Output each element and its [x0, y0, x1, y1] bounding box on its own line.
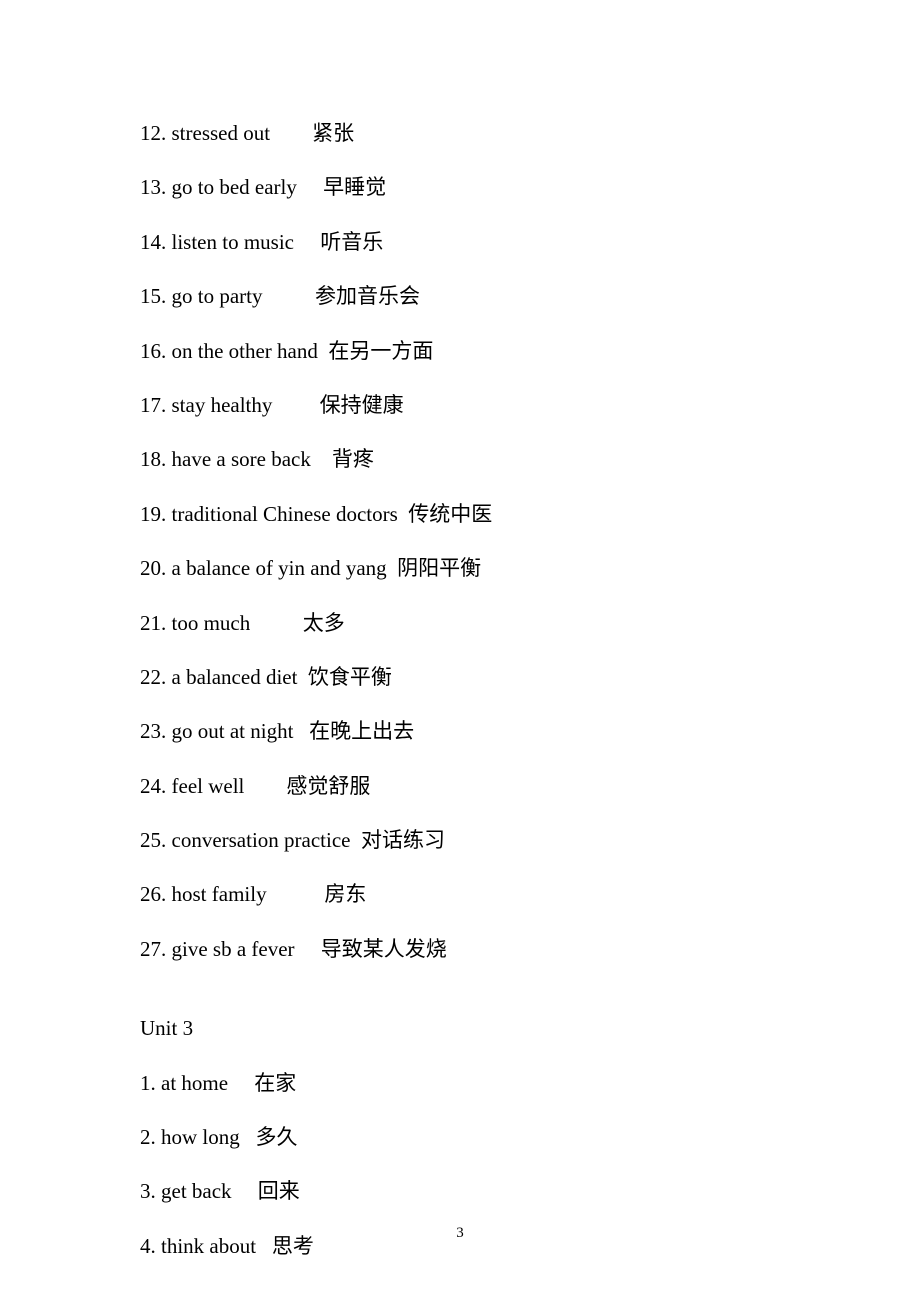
vocab-entry: 14. listen to music 听音乐 — [140, 228, 780, 257]
page-number: 3 — [0, 1225, 920, 1242]
vocab-entry: 21. too much 太多 — [140, 609, 780, 638]
vocab-entry: 26. host family 房东 — [140, 880, 780, 909]
vocab-entry: 16. on the other hand 在另一方面 — [140, 337, 780, 366]
vocab-entry: 27. give sb a fever 导致某人发烧 — [140, 935, 780, 964]
vocab-entry: 12. stressed out 紧张 — [140, 119, 780, 148]
vocab-entry: 2. how long 多久 — [140, 1123, 780, 1152]
vocab-entry: 17. stay healthy 保持健康 — [140, 391, 780, 420]
vocab-entry: 25. conversation practice 对话练习 — [140, 826, 780, 855]
vocab-entry: 22. a balanced diet 饮食平衡 — [140, 663, 780, 692]
vocab-entry: 19. traditional Chinese doctors 传统中医 — [140, 500, 780, 529]
vocab-entry: 23. go out at night 在晚上出去 — [140, 717, 780, 746]
vocab-block-1: 12. stressed out 紧张 13. go to bed early 早… — [140, 119, 780, 964]
vocab-entry: 1. at home 在家 — [140, 1069, 780, 1098]
vocab-entry: 3. get back 回来 — [140, 1177, 780, 1206]
vocab-entry: 18. have a sore back 背疼 — [140, 445, 780, 474]
vocab-entry: 15. go to party 参加音乐会 — [140, 282, 780, 311]
page-content: 12. stressed out 紧张 13. go to bed early 早… — [0, 0, 920, 1261]
section-heading: Unit 3 — [140, 1014, 780, 1043]
vocab-entry: 24. feel well 感觉舒服 — [140, 772, 780, 801]
vocab-entry: 13. go to bed early 早睡觉 — [140, 173, 780, 202]
vocab-entry: 20. a balance of yin and yang 阴阳平衡 — [140, 554, 780, 583]
